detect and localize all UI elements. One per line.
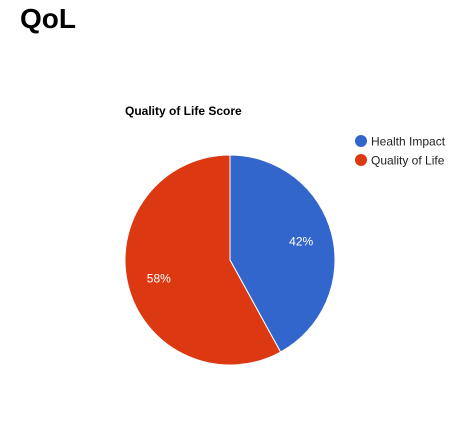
legend-swatch-health-impact xyxy=(355,135,367,147)
slice-label-health-impact: 42% xyxy=(289,235,313,249)
legend-item-health-impact[interactable]: Health Impact xyxy=(355,135,446,149)
pie-slice-health-impact[interactable] xyxy=(229,154,336,353)
legend-swatch-quality-of-life xyxy=(355,154,367,166)
legend-item-quality-of-life[interactable]: Quality of Life xyxy=(355,154,445,168)
pie-slice-quality-of-life[interactable] xyxy=(124,154,282,366)
page-title: QoL xyxy=(20,3,76,34)
legend-label-health-impact: Health Impact xyxy=(371,135,446,149)
chart-title: Quality of Life Score xyxy=(125,104,242,118)
legend: Health Impact Quality of Life xyxy=(355,135,446,168)
pie-slices xyxy=(124,154,336,366)
slice-labels: 42% 58% xyxy=(147,235,314,286)
legend-label-quality-of-life: Quality of Life xyxy=(371,154,445,168)
slice-label-quality-of-life: 58% xyxy=(147,271,171,285)
